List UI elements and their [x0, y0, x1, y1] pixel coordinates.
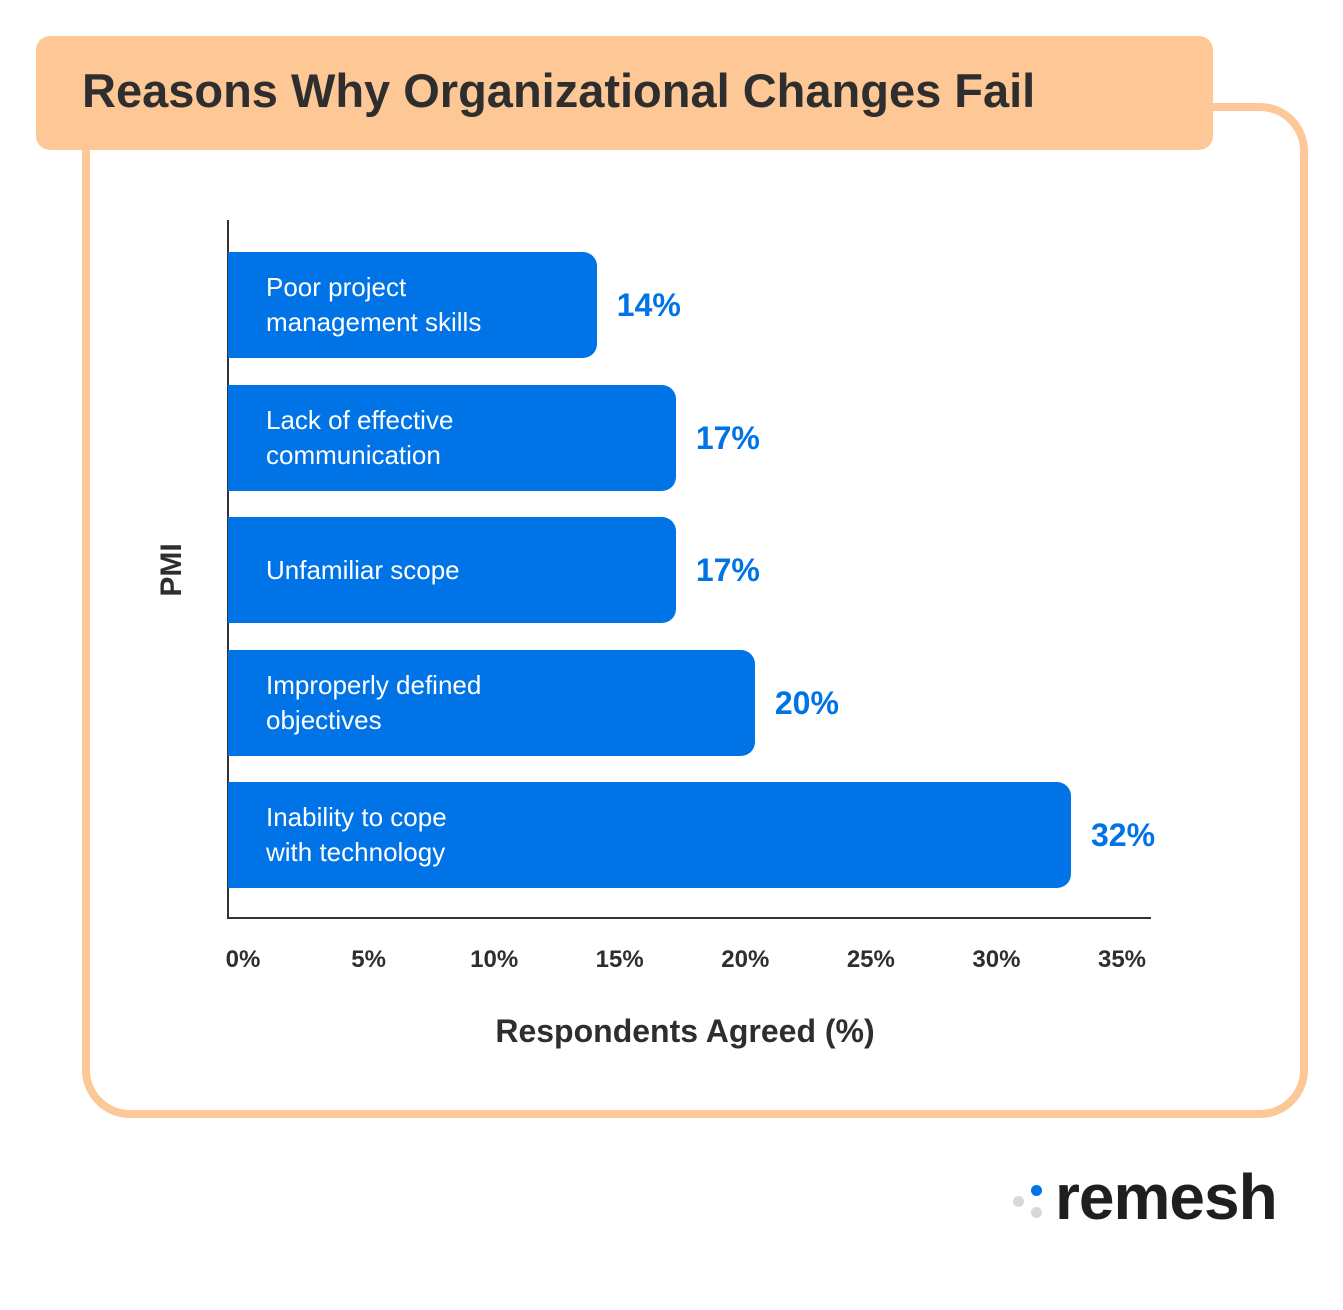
- category-label: Unfamiliar scope: [266, 554, 460, 585]
- category-label: Lack of effective communication: [266, 404, 454, 470]
- value-label: 32%: [1090, 817, 1156, 853]
- bar: [228, 252, 597, 358]
- x-tick-label: 0%: [225, 946, 261, 973]
- x-tick-label: 25%: [846, 946, 895, 973]
- category-label: Poor project management skills: [266, 272, 482, 337]
- logo-dot: [1031, 1207, 1042, 1218]
- x-tick-label: 30%: [972, 946, 1021, 973]
- bar: [228, 384, 676, 491]
- value-label: 17%: [695, 552, 760, 588]
- bar: [228, 517, 676, 623]
- x-tick-label: 15%: [595, 946, 644, 973]
- category-label: Inability to cope with technology: [266, 802, 447, 867]
- chart-title: Reasons Why Organizational Changes Fail: [82, 64, 1036, 117]
- category-label: Improperly defined objectives: [266, 669, 482, 735]
- x-tick-label: 5%: [351, 946, 386, 973]
- x-tick-label: 35%: [1097, 946, 1147, 973]
- value-label: 20%: [774, 684, 839, 721]
- bar: [228, 782, 1071, 888]
- x-tick-label: 20%: [721, 946, 770, 973]
- value-label: 17%: [695, 419, 760, 456]
- x-tick-label: 10%: [470, 946, 519, 973]
- title-box: [36, 36, 1213, 150]
- value-label: 14%: [616, 287, 681, 323]
- x-axis-title: Respondents Agreed (%): [495, 1013, 875, 1049]
- bar: [228, 649, 755, 756]
- brand-logo: remesh: [1055, 1161, 1278, 1233]
- x-axis: [227, 917, 1151, 919]
- y-axis-title: PMI: [155, 543, 188, 597]
- logo-dot: [1031, 1185, 1042, 1196]
- logo-dot: [1013, 1196, 1024, 1207]
